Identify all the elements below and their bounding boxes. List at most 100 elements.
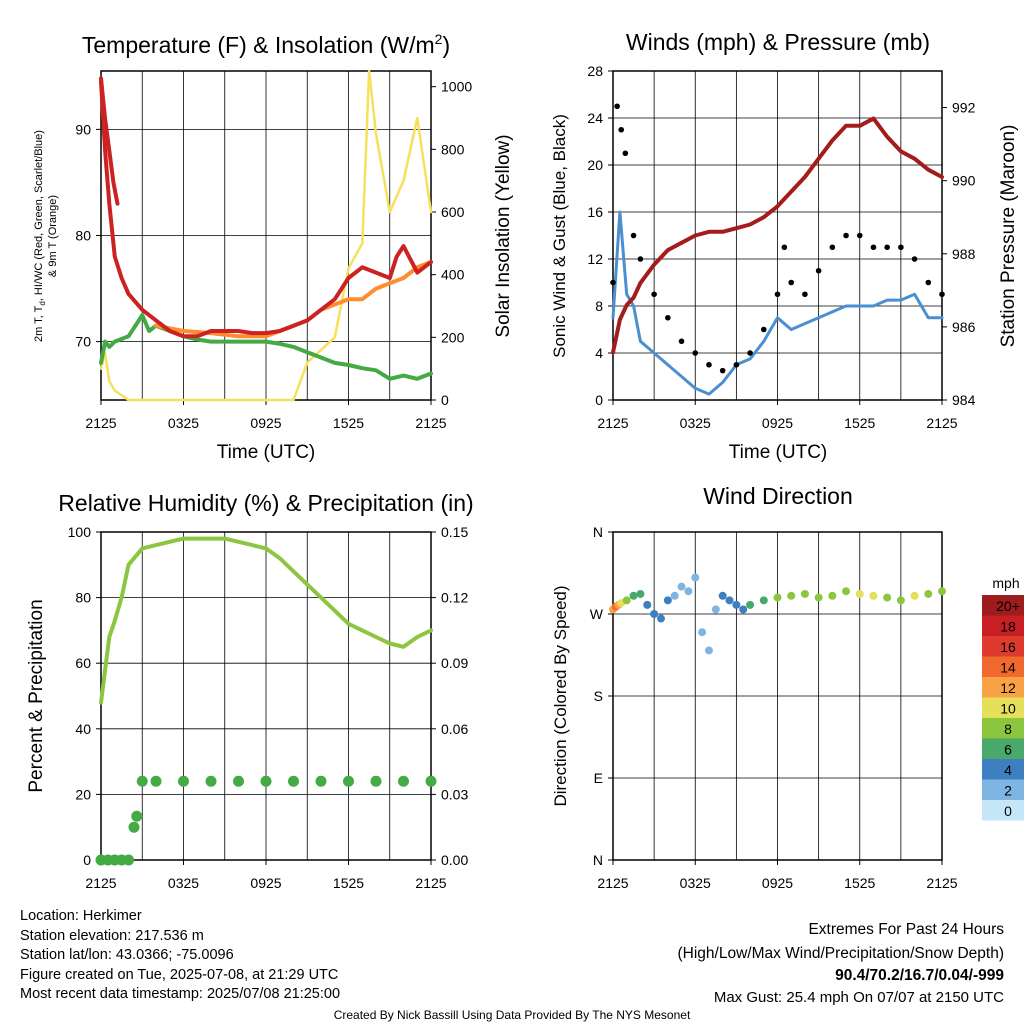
panel2-ytick-label: 28	[587, 63, 603, 79]
wind-direction-point	[924, 589, 933, 598]
precipitation-point	[123, 854, 134, 866]
panel1-xlabel: Time (UTC)	[217, 442, 316, 463]
wind-direction-point	[704, 646, 713, 655]
precipitation-point	[398, 775, 409, 787]
wind-direction-point	[828, 591, 837, 600]
panel2-ytick-label: 24	[587, 110, 603, 126]
created-text: Figure created on Tue, 2025-07-08, at 21…	[20, 966, 339, 983]
wind-direction-point	[698, 628, 707, 637]
location-text: Location: Herkimer	[20, 908, 142, 924]
wind-direction-point	[677, 582, 686, 591]
precipitation-point	[131, 810, 143, 822]
gust-point	[630, 232, 637, 239]
max-gust-text: Max Gust: 25.4 mph On 07/07 at 2150 UTC	[714, 989, 1004, 1006]
temp-9m-line	[154, 260, 433, 339]
panel3-ytick-label: 100	[68, 524, 92, 540]
panel2-xtick-label: 0325	[680, 415, 711, 431]
precipitation-point	[233, 775, 244, 787]
legend-swatch	[982, 738, 1024, 759]
legend-swatch	[982, 718, 1024, 739]
legend-label: 4	[1004, 762, 1012, 778]
wind-direction-point	[814, 593, 823, 602]
panel1-y2tick-label: 1000	[441, 79, 472, 95]
panel2-ytick-label: 8	[595, 298, 603, 314]
gust-point	[614, 103, 620, 110]
panel4-frame	[612, 531, 943, 861]
panel4-xtick-label: 2125	[926, 875, 957, 891]
panel3-ytick-label: 60	[75, 655, 91, 671]
panel1-y2tick-label: 400	[441, 267, 465, 283]
panel4-ytick-label: E	[594, 770, 603, 786]
credit-text: Created By Nick Bassill Using Data Provi…	[334, 1008, 691, 1022]
panel2-ytick-label: 0	[595, 392, 603, 408]
panel1-ytick-label: 70	[75, 334, 91, 350]
heat-index-line	[99, 76, 120, 206]
dewpoint-line	[99, 313, 433, 381]
panel2-xtick-label: 0925	[762, 415, 793, 431]
station-info: Location: Herkimer Station elevation: 21…	[20, 907, 340, 1005]
temperature-line	[99, 79, 433, 339]
panel2-ylabel: Sonic Wind & Gust (Blue, Black)	[550, 114, 569, 358]
gust-point	[898, 244, 904, 251]
panel4-title: Wind Direction	[703, 483, 853, 509]
wind-direction-point	[629, 591, 638, 600]
panel3-xtick-label: 0925	[250, 875, 281, 891]
gust-point	[733, 361, 740, 368]
panel3-xtick-label: 2125	[85, 875, 116, 891]
panel2-ytick-label: 20	[587, 157, 603, 173]
solar-insolation-line	[99, 69, 433, 402]
precipitation-point	[260, 775, 272, 787]
gust-point	[747, 350, 753, 356]
panel2-title: Winds (mph) & Pressure (mb)	[626, 29, 930, 55]
panel1-y2label: Solar Insolation (Yellow)	[493, 134, 514, 337]
panel2-plot-area	[608, 70, 947, 405]
panel2-xtick-label: 2125	[597, 415, 628, 431]
legend-label: 8	[1004, 721, 1012, 737]
legend-label: 18	[1000, 619, 1016, 635]
panel2-xtick-label: 1525	[844, 415, 875, 431]
panel1-y2tick-label: 0	[441, 392, 449, 408]
panel3-y2tick-label: 0.03	[441, 786, 468, 802]
gust-point	[665, 314, 671, 321]
gust-point	[719, 367, 726, 374]
legend-swatch	[982, 759, 1024, 780]
panel1-ytick-label: 80	[75, 228, 91, 244]
gust-point	[692, 350, 699, 356]
wind-direction-point	[711, 605, 720, 614]
recent-text: Most recent data timestamp: 2025/07/08 2…	[20, 986, 341, 1002]
panel3-ytick-label: 40	[75, 721, 91, 737]
gust-point	[706, 361, 712, 368]
gust-point	[829, 244, 836, 251]
extremes-title: Extremes For Past 24 Hours	[808, 921, 1004, 938]
panel3-ylabel: Percent & Precipitation	[26, 599, 47, 792]
panel3-y2tick-label: 0.00	[441, 852, 468, 868]
panel4-ytick-label: S	[594, 688, 603, 704]
precipitation-point	[425, 775, 437, 787]
extremes-values: 90.4/70.2/16.7/0.04/-999	[835, 967, 1004, 984]
panel4-ylabel: Direction (Colored By Speed)	[551, 585, 570, 806]
relative-humidity-line	[99, 536, 433, 705]
panel2-y2tick-label: 990	[952, 173, 976, 189]
precipitation-point	[128, 821, 140, 833]
gust-point	[856, 232, 863, 239]
precipitation-point	[205, 775, 217, 787]
panel1-plot-area	[96, 70, 436, 405]
gust-point	[802, 291, 808, 298]
panel1-xtick-label: 2125	[85, 415, 116, 431]
panel3-y2tick-label: 0.12	[441, 590, 468, 606]
gust-point	[925, 279, 932, 286]
panel2-ytick-label: 16	[587, 204, 603, 220]
panel1-title: Temperature (F) & Insolation (W/m2)	[82, 31, 450, 58]
wind-direction-point	[773, 593, 782, 602]
wind-direction-point	[691, 573, 700, 582]
panel2-frame	[612, 70, 943, 401]
legend-swatch	[982, 677, 1024, 698]
panel1-y2tick-label: 600	[441, 204, 465, 220]
gust-point	[610, 279, 616, 286]
wind-direction-point	[739, 605, 748, 614]
panel4-legend-title: mph	[992, 575, 1019, 591]
precipitation-point	[150, 775, 162, 787]
wind-direction-point	[910, 591, 919, 600]
gust-point	[618, 126, 625, 133]
